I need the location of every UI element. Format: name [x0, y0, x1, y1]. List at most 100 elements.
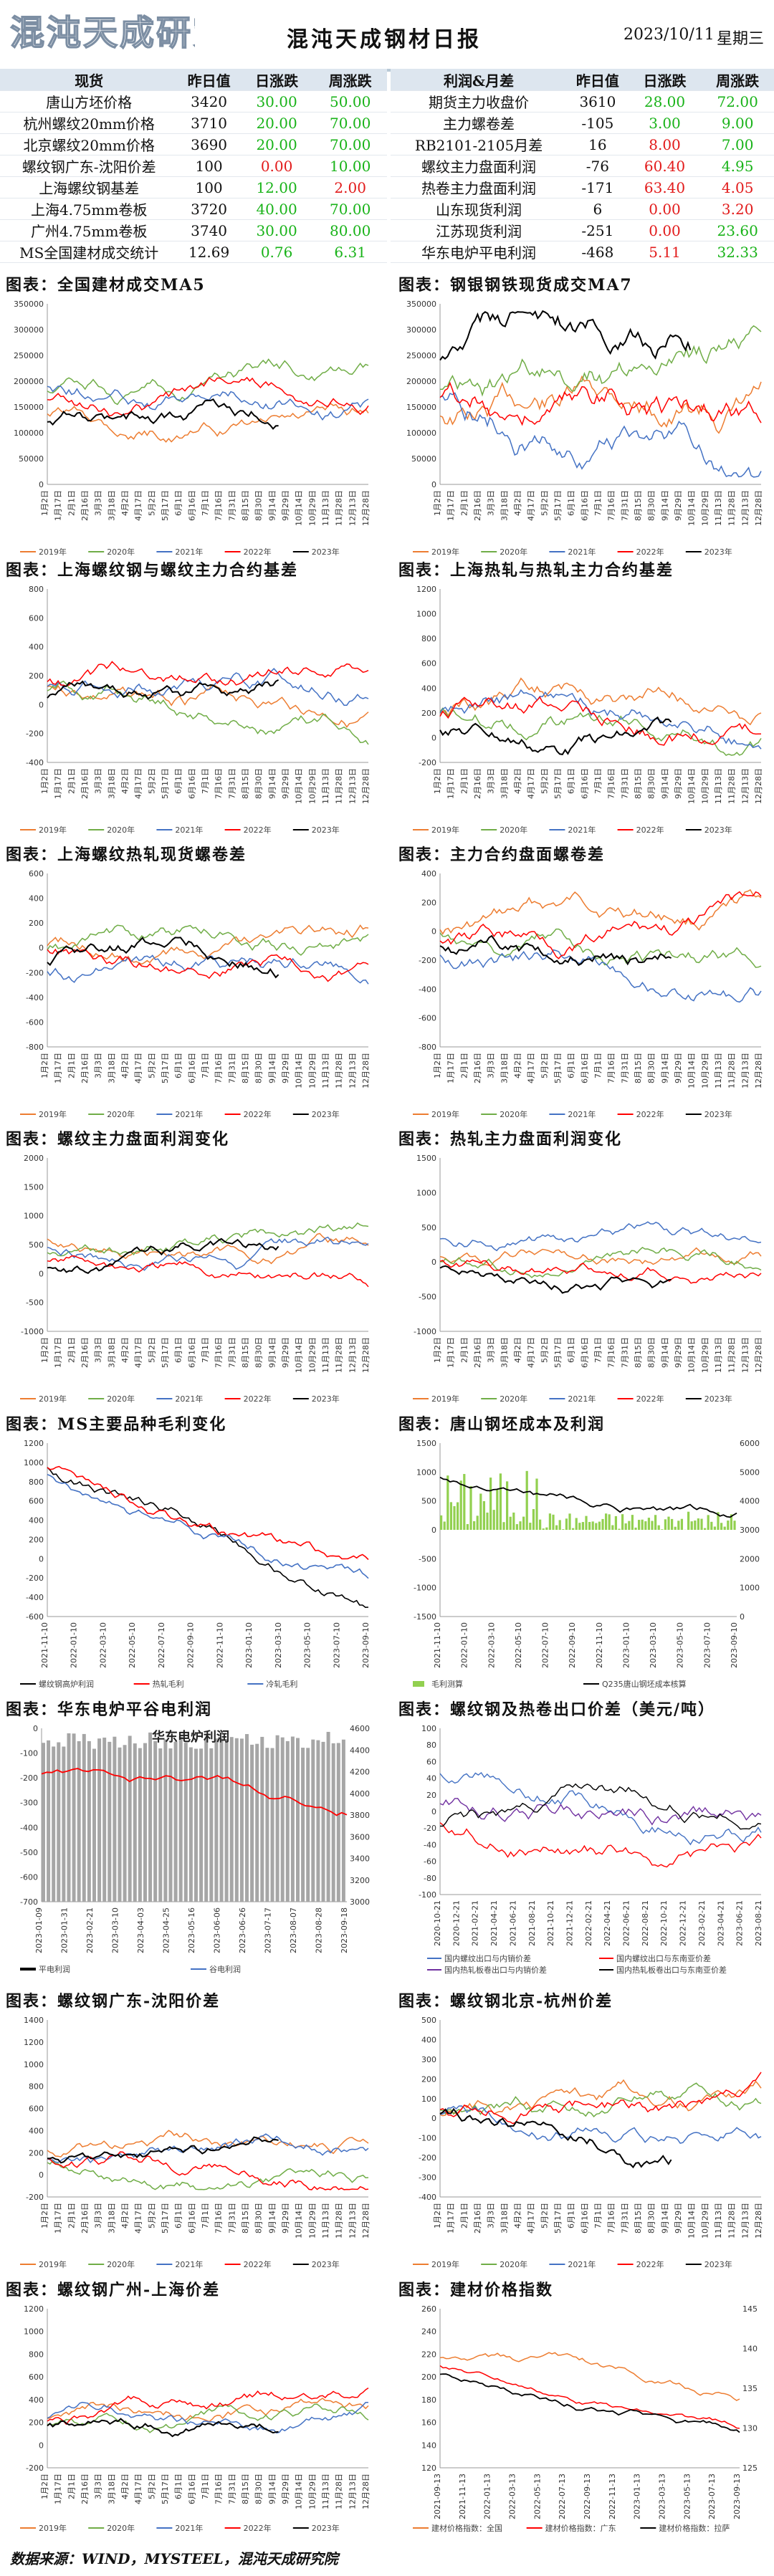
x-tick-label: 6月16日 — [580, 2203, 589, 2233]
y-tick-label: 1500 — [416, 1154, 436, 1163]
x-tick-label: 2022-09-10 — [186, 1622, 196, 1668]
y-tick-label: -200 — [419, 758, 436, 767]
y-tick-label: -700 — [20, 1897, 38, 1907]
x-tick-label: 2023-06-26 — [238, 1907, 247, 1953]
bar — [275, 1735, 280, 1902]
x-tick-label: 2023-03-13 — [658, 2474, 667, 2519]
series-line — [439, 2072, 762, 2125]
x-tick-label: 1月17日 — [446, 1337, 456, 1368]
y-tick-label: 150000 — [406, 403, 436, 412]
bar — [336, 1743, 340, 1902]
y-tick-label: 600 — [29, 1497, 44, 1506]
x-tick-label: 12月13日 — [740, 2203, 750, 2239]
x-tick-label: 5月2日 — [540, 1337, 549, 1363]
x-tick-label: 4月17日 — [134, 2474, 143, 2504]
bar — [224, 1742, 229, 1902]
x-tick-label: 11月28日 — [335, 1053, 344, 1088]
bar — [486, 1512, 489, 1530]
x-tick-label: 4月17日 — [134, 1053, 143, 1083]
series-line — [439, 696, 762, 746]
y-tick-label: -200 — [26, 2464, 44, 2473]
x-tick-label: 2023-01-09 — [34, 1907, 44, 1953]
x-tick-label: 7月16日 — [214, 490, 224, 521]
x-tick-label: 2022-05-10 — [128, 1622, 137, 1668]
x-tick-label: 7月31日 — [227, 1053, 236, 1083]
series-line — [47, 1232, 369, 1265]
x-tick-label: 5月2日 — [540, 490, 549, 516]
spot-row: 上海螺纹钢基差 100 12.00 2.00 — [0, 176, 387, 198]
bar — [654, 1515, 657, 1530]
spot-price-table: 现货 昨日值 日涨跌 周涨跌 唐山方坯价格 3420 30.00 50.00 杭州螺纹20mm价… — [0, 69, 387, 263]
y2-tick-label: 135 — [742, 2384, 758, 2393]
bar — [306, 1748, 310, 1902]
x-tick-label: 7月31日 — [227, 2474, 236, 2504]
bar — [717, 1512, 720, 1530]
x-tick-label: 3月18日 — [500, 490, 509, 521]
spot-cell-day: 20.00 — [239, 112, 314, 134]
bar — [265, 1748, 269, 1902]
spot-header-cell: 现货 — [0, 69, 178, 91]
legend-label: 2023年 — [312, 1394, 340, 1404]
x-tick-label: 7月1日 — [593, 2203, 603, 2228]
bar — [453, 1505, 456, 1530]
chart-title-s10: 图表：唐山钢坯成本及利润 — [398, 1415, 606, 1434]
series-line — [439, 1771, 762, 1846]
x-tick-label: 3月18日 — [500, 1053, 509, 1083]
x-tick-label: 2022-09-10 — [568, 1622, 577, 1668]
x-tick-label: 7月31日 — [620, 2203, 629, 2233]
spot-cell-name: 唐山方坯价格 — [0, 90, 178, 112]
x-tick-label: 3月3日 — [487, 490, 496, 516]
x-tick-label: 10月29日 — [307, 768, 317, 804]
x-tick-label: 11月28日 — [335, 490, 344, 526]
inner-chart-title: 华东电炉利润 — [152, 1729, 229, 1745]
bar — [321, 1741, 325, 1902]
chart-title-s13: 图表：螺纹钢广东-沈阳价差 — [6, 1992, 221, 2011]
bar — [102, 1737, 107, 1902]
x-tick-label: 3月18日 — [107, 768, 116, 799]
bar — [301, 1748, 305, 1902]
bar — [204, 1738, 209, 1902]
y-tick-label: -200 — [26, 2193, 44, 2202]
legend-label: 建材价格指数：广东 — [545, 2523, 616, 2533]
x-tick-label: 3月3日 — [487, 768, 496, 794]
y-tick-label: -600 — [26, 1018, 44, 1027]
profit-cell-prev: -468 — [567, 241, 629, 263]
x-tick-label: 7月31日 — [227, 2203, 236, 2233]
series-line — [439, 2107, 672, 2169]
spot-cell-name: 杭州螺纹20mm价格 — [0, 112, 178, 134]
x-tick-label: 2023-09-10 — [361, 1622, 371, 1668]
bar — [57, 1742, 61, 1902]
x-tick-label: 10月14日 — [687, 490, 697, 526]
bar — [565, 1518, 568, 1530]
y-tick-label: 350000 — [406, 300, 436, 309]
x-tick-label: 11月28日 — [727, 490, 737, 526]
legend-label: 2023年 — [704, 547, 732, 557]
bar — [47, 1740, 51, 1902]
chart-title-s15: 图表：螺纹钢广州-上海价差 — [6, 2281, 221, 2299]
spot-cell-week: 2.00 — [313, 176, 387, 198]
bar — [188, 1747, 193, 1902]
profit-row: 热卷主力盘面利润 -171 63.40 4.05 — [391, 176, 774, 198]
x-tick-label: 2月1日 — [459, 490, 469, 516]
x-tick-label: 1月17日 — [446, 2203, 456, 2233]
spot-cell-name: 广州4.75mm卷板 — [0, 219, 178, 241]
y2-tick-label: 4400 — [350, 1746, 370, 1755]
legend-label: 2021年 — [175, 825, 203, 835]
y-tick-label: -100 — [419, 2134, 436, 2143]
x-tick-label: 10月14日 — [687, 1337, 697, 1373]
series-line — [439, 1822, 762, 1868]
profit-cell-prev: 3610 — [567, 90, 629, 112]
legend-label: 建材价格指数：拉萨 — [659, 2523, 730, 2533]
x-tick-label: 11月28日 — [727, 1053, 737, 1088]
x-tick-label: 2023-04-21 — [716, 1900, 725, 1946]
bar — [245, 1734, 249, 1902]
chart-title-s11: 图表：华东电炉平谷电利润 — [6, 1700, 213, 1719]
bar — [647, 1518, 651, 1530]
series-line — [47, 948, 369, 982]
legend-label: 2019年 — [39, 547, 67, 557]
x-tick-label: 7月31日 — [227, 768, 236, 799]
x-tick-label: 2022-03-13 — [508, 2474, 517, 2519]
